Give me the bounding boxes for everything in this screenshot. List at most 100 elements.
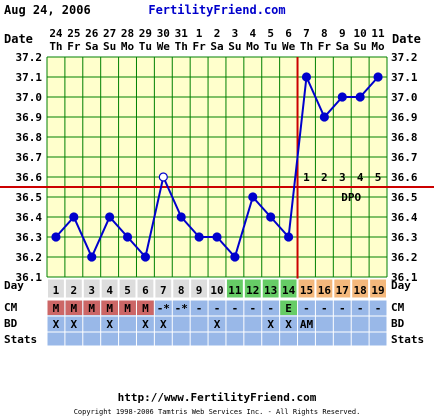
day-number: 8 [178,284,185,297]
bd-value: X [160,318,167,331]
temperature-point [355,92,365,102]
day-number: 6 [142,284,149,297]
x-weekday-label: Mo [121,40,135,53]
x-weekday-label: Sa [210,40,223,53]
day-number: 5 [124,284,131,297]
day-number: 7 [160,284,167,297]
day-number: 12 [246,284,259,297]
temperature-point [176,212,186,222]
y-tick-label-left: 37.0 [16,91,43,104]
dpo-number: 3 [339,171,346,184]
bd-value: X [285,318,292,331]
row-label-stats-right: Stats [391,333,424,346]
dpo-number: 2 [321,171,328,184]
day-number: 17 [336,284,349,297]
y-tick-label-left: 36.3 [16,231,43,244]
cm-value: M [71,302,78,315]
temperature-point [248,192,258,202]
x-weekday-label: Th [300,40,313,53]
temperature-point [283,232,294,242]
cm-egg-white-cell [280,300,298,315]
temperature-point [301,72,312,82]
day-cell [118,278,137,299]
x-date-label: 3 [232,27,239,40]
x-weekday-label: Tu [139,40,152,53]
x-date-label: 27 [103,27,116,40]
temperature-point [266,212,276,222]
y-tick-label-right: 36.5 [391,191,418,204]
day-cell [47,278,65,299]
site-title: FertilityFriend.com [148,3,285,17]
dpo-number: 1 [303,171,310,184]
cm-menstrual-cell [136,300,154,315]
y-tick-label-left: 36.1 [16,271,43,284]
day-number: 4 [106,284,113,297]
day-cell [261,278,280,299]
row-label-cm-left: CM [4,301,18,314]
x-date-label: 30 [157,27,170,40]
x-date-label: 31 [175,27,189,40]
x-weekday-label: Fr [318,40,332,53]
row-label-bd-right: BD [391,317,405,330]
temperature-point [319,112,329,122]
day-number: 10 [210,284,223,297]
date-label-right: Date [392,32,421,46]
y-tick-label-right: 36.9 [391,111,418,124]
day-number: 14 [282,284,296,297]
x-date-label: 26 [85,27,99,40]
chart-date: Aug 24, 2006 [4,3,91,17]
day-cell [315,278,334,299]
cm-value: - [249,302,256,315]
row-label-cm-right: CM [391,301,405,314]
cm-value: - [303,302,310,315]
cm-value: - [232,302,239,315]
y-tick-label-left: 37.2 [16,51,43,64]
x-date-label: 4 [249,27,256,40]
cm-menstrual-cell [47,300,65,315]
day-cell [100,278,119,299]
x-weekday-label: Mo [371,40,385,53]
bd-value: X [214,318,221,331]
date-label-left: Date [4,32,33,46]
cm-menstrual-cell [119,300,136,315]
day-cell [369,278,387,299]
y-tick-label-left: 36.7 [16,151,43,164]
footer-copyright: Copyright 1998-2006 Tamtris Web Services… [74,408,361,416]
y-tick-label-right: 36.1 [391,271,418,284]
temperature-point [337,92,347,102]
x-weekday-label: Su [354,40,367,53]
y-tick-label-left: 36.9 [16,111,43,124]
bd-value: X [267,318,274,331]
cm-value: - [267,302,274,315]
day-number: 15 [300,284,313,297]
y-tick-label-left: 37.1 [16,71,43,84]
dpo-label: DPO [341,191,361,204]
day-number: 18 [354,284,367,297]
day-cell [279,278,298,299]
cm-value: M [142,302,149,315]
bd-value: X [71,318,78,331]
row-label-stats-left: Stats [4,333,37,346]
row-label-bd-left: BD [4,317,18,330]
y-tick-label-left: 36.4 [16,211,43,224]
row-label-day-left: Day [4,279,24,292]
cm-value: - [214,302,221,315]
x-date-label: 6 [285,27,292,40]
y-tick-label-left: 36.5 [16,191,43,204]
y-tick-label-right: 37.2 [391,51,418,64]
temperature-point [87,252,97,262]
day-cell [333,278,352,299]
y-tick-label-left: 36.8 [16,131,43,144]
cm-menstrual-cell [83,300,101,315]
dpo-number: 4 [357,171,364,184]
y-tick-label-right: 36.3 [391,231,418,244]
y-tick-label-left: 36.6 [16,171,43,184]
row-label-day-right: Day [391,279,411,292]
x-date-label: 2 [214,27,221,40]
day-number: 3 [88,284,95,297]
day-number: 9 [196,284,203,297]
temperature-point [140,252,151,262]
cm-value: - [339,302,346,315]
day-number: 13 [264,284,277,297]
